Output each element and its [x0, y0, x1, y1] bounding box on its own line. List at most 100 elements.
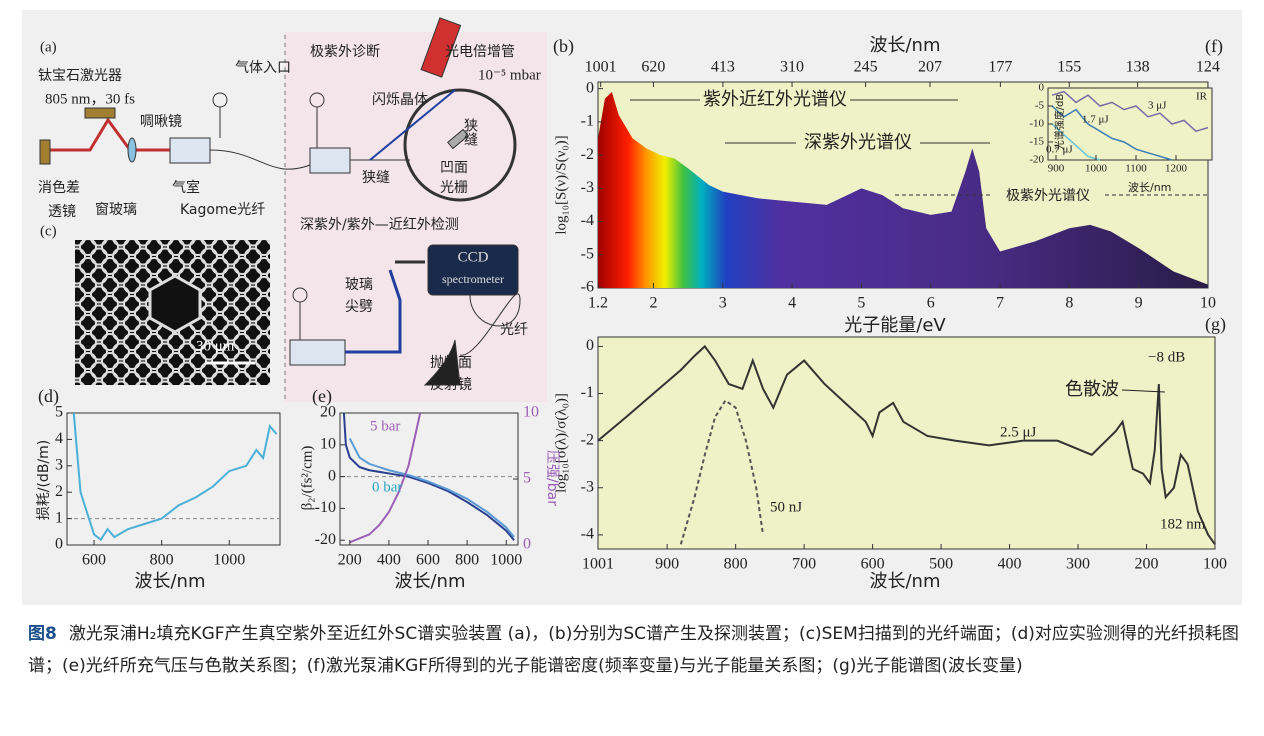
axis-title: 光子能量/eV: [844, 315, 946, 336]
x2-tick-label: 245: [854, 59, 878, 76]
x-tick-label: 300: [1066, 556, 1090, 573]
plot-area: [598, 337, 1215, 549]
x-tick-label: 1200: [1165, 163, 1188, 175]
label: 狭缝: [462, 118, 478, 147]
y-tick-label: -10: [1029, 118, 1044, 130]
legend-label: 0 bar: [372, 479, 402, 495]
x2-tick-label: 1001: [585, 59, 617, 76]
x-tick-label: 200: [1135, 556, 1159, 573]
panel-label: (c): [40, 223, 57, 239]
x-tick-label: 1000: [1085, 163, 1108, 175]
x2-tick-label: 155: [1057, 59, 1081, 76]
x-tick-label: 800: [724, 556, 748, 573]
x-tick-label: 1.2: [588, 295, 608, 312]
label: 光纤: [500, 322, 528, 338]
label: 极紫外诊断: [310, 44, 380, 60]
x-tick-label: 500: [929, 556, 953, 573]
label: 反射镜: [430, 377, 472, 393]
x2-tick-label: 620: [641, 59, 665, 76]
y-tick-label: -20: [1029, 154, 1044, 166]
label: 凹面: [440, 160, 468, 176]
label: 10⁻⁵ mbar: [478, 67, 541, 83]
label: 狭缝: [362, 170, 390, 186]
x-tick-label: 3: [719, 295, 727, 312]
panel-label: (f): [1205, 36, 1223, 57]
x2-tick-label: 207: [918, 59, 942, 76]
y-tick-label: 0: [55, 536, 63, 553]
x-tick-label: 5: [857, 295, 865, 312]
x-tick-label: 2: [649, 295, 657, 312]
legend-label: 2.5 μJ: [1000, 424, 1037, 440]
label: Kagome光纤: [180, 202, 265, 218]
scale-label: 30 μm: [196, 338, 235, 354]
y-tick-label: 0: [586, 79, 594, 96]
y-tick-label: -5: [581, 245, 594, 262]
x-tick-label: 600: [861, 556, 885, 573]
caption-label: 图8: [28, 624, 57, 644]
x-tick-label: 600: [416, 552, 440, 569]
x-tick-label: 6: [927, 295, 935, 312]
x-tick-label: 800: [455, 552, 479, 569]
y-tick-label: -6: [581, 279, 594, 296]
figure: (a) 钛宝石激光器 805 nm，30 fs 啁啾镜 气体入口 消色差 透镜 …: [0, 0, 1264, 610]
axis-title: 损耗/(dB/m): [36, 440, 52, 521]
y-tick-label: 0: [328, 467, 336, 484]
panel-label: (g): [1205, 314, 1226, 335]
x-tick-label: 8: [1065, 295, 1073, 312]
x-tick-label: 10: [1200, 295, 1216, 312]
y-tick-label: 5: [55, 404, 63, 421]
y-tick-label: 4: [55, 430, 63, 447]
y2-tick-label: 5: [523, 470, 531, 487]
label: 钛宝石激光器: [38, 67, 122, 84]
sem-core: [150, 276, 200, 332]
x2-tick-label: 138: [1126, 59, 1150, 76]
x-tick-label: 9: [1135, 295, 1143, 312]
label: 尖劈: [345, 298, 373, 315]
annotation: 182 nm: [1160, 516, 1206, 532]
x-tick-label: 100: [1203, 556, 1227, 573]
y-tick-label: -10: [315, 499, 336, 516]
x-tick-label: 1000: [490, 552, 522, 569]
legend-label: 3 μJ: [1148, 100, 1167, 112]
label: 光栅: [440, 180, 468, 196]
x-tick-label: 4: [788, 295, 796, 312]
x-tick-label: 200: [338, 552, 362, 569]
y-tick-label: 2: [55, 483, 63, 500]
axis-title: 波长/nm: [869, 35, 940, 56]
axis-title: log₁₀[S(ν)/S(ν₀)]: [553, 135, 569, 234]
label: spectrometer: [442, 272, 504, 286]
y-tick-label: -4: [581, 526, 594, 543]
x-tick-label: 1000: [213, 552, 245, 569]
annotation: 极紫外光谱仪: [1006, 188, 1090, 204]
label: 透镜: [48, 204, 76, 220]
annotation: 色散波: [1065, 379, 1119, 400]
y-tick-label: -15: [1029, 136, 1044, 148]
legend-label: 50 nJ: [770, 499, 802, 515]
x-tick-label: 700: [792, 556, 816, 573]
y-tick-label: -5: [1035, 100, 1045, 112]
axis-title: 波长/nm: [869, 571, 940, 592]
x-tick-label: 600: [82, 552, 106, 569]
x2-tick-label: 124: [1196, 59, 1220, 76]
label: 窗玻璃: [95, 201, 137, 218]
y2-tick-label: 0: [523, 536, 531, 553]
label: 气室: [172, 179, 200, 196]
label: 805 nm，30 fs: [45, 91, 135, 107]
label: 抛物面: [430, 355, 472, 371]
y-tick-label: 0: [586, 337, 594, 354]
x-tick-label: 1100: [1125, 163, 1147, 175]
axis-title: 波长/nm: [1128, 181, 1171, 194]
x-tick-label: 400: [377, 552, 401, 569]
x-tick-label: 900: [655, 556, 679, 573]
annotation: −8 dB: [1148, 349, 1185, 365]
panel-label: (a): [40, 39, 57, 55]
y2-tick-label: 10: [523, 404, 539, 421]
axis-title: 光谱强度/dB: [1053, 94, 1066, 151]
x-tick-label: 900: [1048, 163, 1065, 175]
axis-title: 压强/bar: [544, 450, 560, 506]
y-tick-label: -2: [581, 146, 594, 163]
y-tick-label: 0: [1039, 82, 1045, 94]
x2-tick-label: 177: [988, 59, 1012, 76]
panel-label: (b): [553, 36, 574, 57]
y-tick-label: -2: [581, 431, 594, 448]
